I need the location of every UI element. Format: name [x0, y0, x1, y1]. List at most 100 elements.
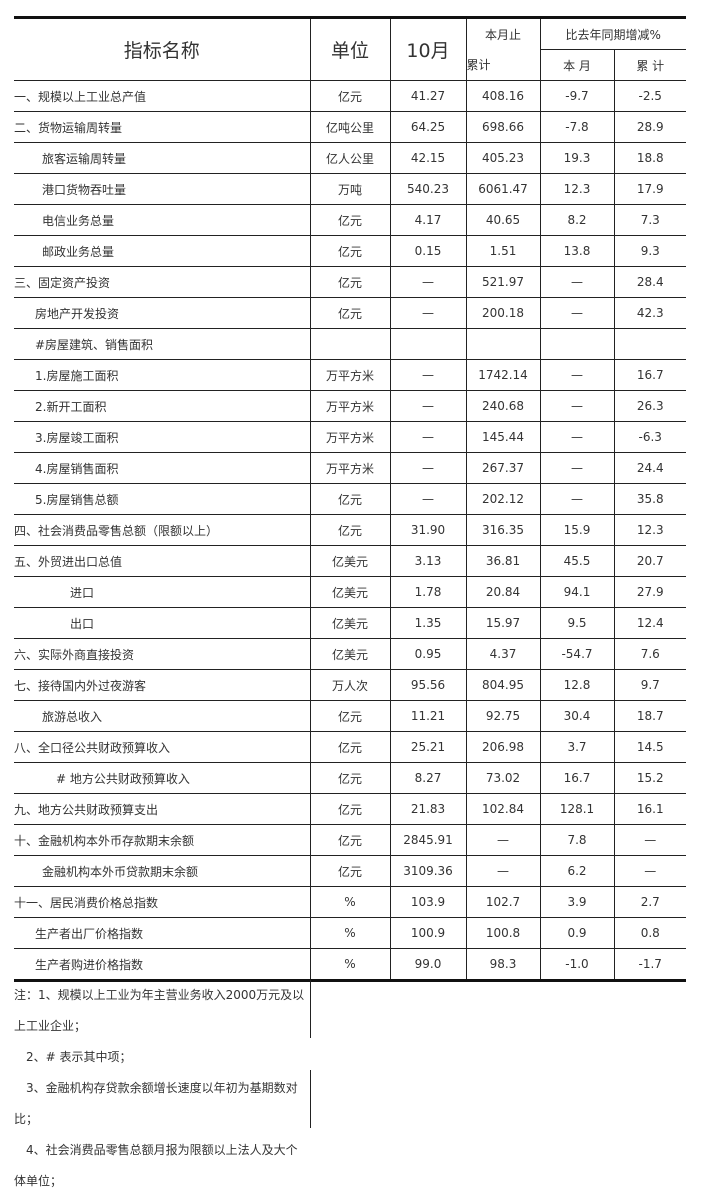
table-row: 五、外贸进出口总值 亿美元 3.13 36.81 45.5 20.7	[14, 545, 686, 577]
unit: %	[309, 917, 391, 949]
yoy-month: 9.5	[539, 607, 615, 639]
unit: 万平方米	[309, 390, 391, 422]
cumulative-value: 6061.47	[465, 173, 541, 205]
month-value: —	[389, 483, 467, 515]
month-value: 95.56	[389, 669, 467, 701]
unit: 万平方米	[309, 359, 391, 391]
table-row: 旅游总收入 亿元 11.21 92.75 30.4 18.7	[14, 700, 686, 732]
table-row: 3.房屋竣工面积 万平方米 —145.44— -6.3	[14, 421, 686, 453]
indicator-name: 房地产开发投资	[14, 297, 311, 329]
month-value: 1.35	[389, 607, 467, 639]
yoy-cumulative: -2.5	[613, 80, 686, 112]
header-yoy-cumulative: 累 计	[613, 49, 686, 81]
yoy-month: 3.9	[539, 886, 615, 918]
yoy-cumulative: 7.3	[613, 204, 686, 236]
month-value: 99.0	[389, 948, 467, 982]
table-row: 八、全口径公共财政预算收入 亿元 25.21 206.98 3.7 14.5	[14, 731, 686, 763]
footnotes: 注：1、规模以上工业为年主营业务收入2000万元及以 上工业企业； 2、# 表示其…	[14, 980, 310, 1197]
cumulative-value: 1.51	[465, 235, 541, 267]
unit: 亿美元	[309, 576, 391, 608]
indicator-name: 金融机构本外币贷款期末余额	[14, 855, 311, 887]
cumulative-value: 206.98	[465, 731, 541, 763]
yoy-cumulative: 28.4	[613, 266, 686, 298]
cumulative-value: 40.65	[465, 204, 541, 236]
month-value: 25.21	[389, 731, 467, 763]
yoy-month: 19.3	[539, 142, 615, 174]
cumulative-value: 408.16	[465, 80, 541, 112]
cumulative-value: 145.44	[465, 421, 541, 453]
cumulative-value: 804.95	[465, 669, 541, 701]
indicator-name: 十一、居民消费价格总指数	[14, 886, 311, 918]
yoy-cumulative: 35.8	[613, 483, 686, 515]
unit: 万人次	[309, 669, 391, 701]
cumulative-value: 316.35	[465, 514, 541, 546]
yoy-month: -1.0	[539, 948, 615, 982]
month-value: 8.27	[389, 762, 467, 794]
yoy-month: —	[539, 483, 615, 515]
indicator-name: 邮政业务总量	[14, 235, 311, 267]
table-row: 港口货物吞吐量 万吨 540.23 6061.47 12.3 17.9	[14, 173, 686, 205]
cumulative-value: 36.81	[465, 545, 541, 577]
yoy-cumulative: 14.5	[613, 731, 686, 763]
month-value: 4.17	[389, 204, 467, 236]
yoy-month: 7.8	[539, 824, 615, 856]
yoy-cumulative: -6.3	[613, 421, 686, 453]
table-row: 2.新开工面积 万平方米 —240.68—26.3	[14, 390, 686, 422]
month-value: 2845.91	[389, 824, 467, 856]
yoy-cumulative: 15.2	[613, 762, 686, 794]
yoy-month: 45.5	[539, 545, 615, 577]
yoy-cumulative: 9.7	[613, 669, 686, 701]
unit: 万平方米	[309, 421, 391, 453]
cumulative-value: 698.66	[465, 111, 541, 143]
month-value: 11.21	[389, 700, 467, 732]
divider	[310, 980, 311, 1038]
month-value: —	[389, 421, 467, 453]
table-row: 二、货物运输周转量 亿吨公里 64.25 698.66 -7.8 28.9	[14, 111, 686, 143]
indicator-name: 5.房屋销售总额	[14, 483, 311, 515]
yoy-month: 6.2	[539, 855, 615, 887]
cumulative-value: 202.12	[465, 483, 541, 515]
month-value: —	[389, 452, 467, 484]
yoy-month	[539, 328, 615, 360]
cumulative-value: 200.18	[465, 297, 541, 329]
table-row: 4.房屋销售面积 万平方米 —267.37—24.4	[14, 452, 686, 484]
yoy-cumulative: 16.7	[613, 359, 686, 391]
indicator-name: 十、金融机构本外币存款期末余额	[14, 824, 311, 856]
unit: 亿元	[309, 204, 391, 236]
indicator-name: 八、全口径公共财政预算收入	[14, 731, 311, 763]
unit: 亿人公里	[309, 142, 391, 174]
cumulative-value: —	[465, 824, 541, 856]
footnote-line: 体单位；	[14, 1174, 63, 1188]
table-row: #房屋建筑、销售面积	[14, 328, 686, 360]
table-row: 金融机构本外币贷款期末余额 亿元 3109.36—6.2—	[14, 855, 686, 887]
table-row: 邮政业务总量 亿元 0.15 1.51 13.8 9.3	[14, 235, 686, 267]
header-cumulative-line2: 累计	[466, 49, 541, 81]
header-cumulative-line1: 本月止	[465, 16, 541, 50]
footnote-line: 3、金融机构存贷款余额增长速度以年初为基期数对	[14, 1081, 298, 1095]
yoy-cumulative: —	[613, 855, 686, 887]
yoy-month: 16.7	[539, 762, 615, 794]
cumulative-value: 267.37	[465, 452, 541, 484]
yoy-month: 30.4	[539, 700, 615, 732]
table-row: # 地方公共财政预算收入 亿元 8.27 73.02 16.7 15.2	[14, 762, 686, 794]
indicator-name: 一、规模以上工业总产值	[14, 80, 311, 112]
cumulative-value: 73.02	[465, 762, 541, 794]
yoy-cumulative: 12.3	[613, 514, 686, 546]
unit: 亿美元	[309, 638, 391, 670]
unit: 亿元	[309, 855, 391, 887]
table-row: 一、规模以上工业总产值 亿元 41.27 408.16 -9.7 -2.5	[14, 80, 686, 112]
unit: 亿吨公里	[309, 111, 391, 143]
indicator-name: 2.新开工面积	[14, 390, 311, 422]
month-value: 41.27	[389, 80, 467, 112]
month-value: 540.23	[389, 173, 467, 205]
indicator-name: 二、货物运输周转量	[14, 111, 311, 143]
table-row: 三、固定资产投资 亿元 —521.97—28.4	[14, 266, 686, 298]
indicator-name: #房屋建筑、销售面积	[14, 328, 311, 360]
yoy-month: —	[539, 452, 615, 484]
cumulative-value: 521.97	[465, 266, 541, 298]
yoy-cumulative: 42.3	[613, 297, 686, 329]
indicator-name: # 地方公共财政预算收入	[14, 762, 311, 794]
month-value: 3109.36	[389, 855, 467, 887]
table-row: 1.房屋施工面积 万平方米 —1742.14—16.7	[14, 359, 686, 391]
unit: 亿元	[309, 266, 391, 298]
